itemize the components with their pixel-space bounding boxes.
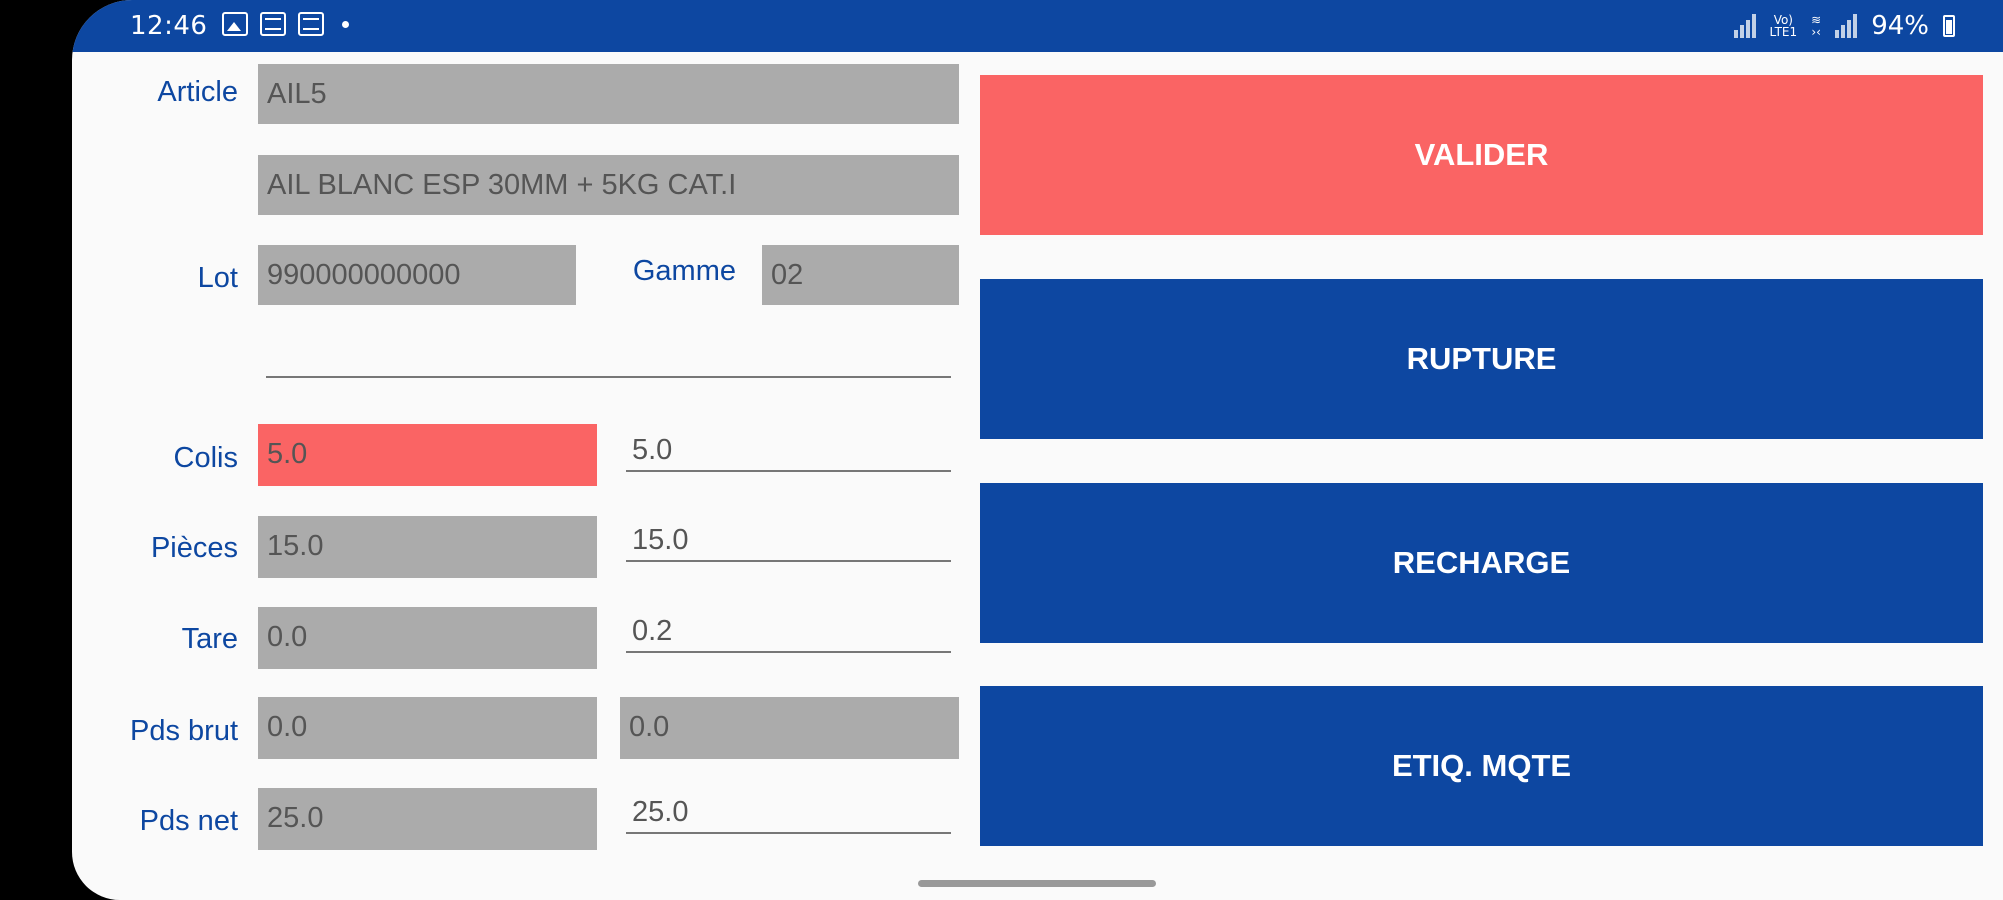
pds-net-field[interactable]: 25.0: [258, 788, 597, 850]
etiq-mqte-button[interactable]: ETIQ. MQTE: [980, 686, 1983, 846]
colis-field[interactable]: 5.0: [258, 424, 597, 486]
lot-label: Lot: [197, 262, 238, 294]
article-description-field[interactable]: AIL BLANC ESP 30MM + 5KG CAT.I: [258, 155, 959, 215]
pieces-label: Pièces: [150, 532, 238, 564]
pds-brut-label: Pds brut: [130, 715, 238, 747]
pds-net-label: Pds net: [139, 805, 238, 837]
divider: [266, 376, 951, 378]
pieces-entry-input[interactable]: 15.0: [626, 518, 951, 562]
pds-brut-entry-field[interactable]: 0.0: [620, 697, 959, 759]
message-icon: [298, 12, 324, 36]
more-notifications-dot-icon: [342, 20, 349, 28]
system-status: Vo) LTE1 ≋ ›‹ 94%: [1733, 11, 1955, 41]
pieces-field[interactable]: 15.0: [258, 516, 597, 578]
colis-entry-input[interactable]: 5.0: [626, 428, 951, 472]
lot-field[interactable]: 990000000000: [258, 245, 576, 305]
pds-net-entry-input[interactable]: 25.0: [626, 790, 951, 834]
app-window: 12:46 Vo) LTE1 ≋ ›‹ 94% Article AIL5 AIL B…: [72, 0, 2003, 900]
valider-button[interactable]: VALIDER: [980, 75, 1983, 235]
tare-field[interactable]: 0.0: [258, 607, 597, 669]
tare-entry-input[interactable]: 0.2: [626, 609, 951, 653]
volte-icon: Vo) LTE1: [1769, 13, 1798, 39]
battery-level: 94%: [1871, 11, 1929, 41]
status-time: 12:46: [130, 11, 208, 41]
rupture-button[interactable]: RUPTURE: [980, 279, 1983, 439]
recharge-button[interactable]: RECHARGE: [980, 483, 1983, 643]
battery-icon: [1943, 15, 1955, 37]
gamme-field[interactable]: 02: [762, 245, 959, 305]
signal-icon: [1733, 14, 1756, 38]
wifi-calling-icon: ≋ ›‹: [1811, 13, 1822, 39]
gallery-icon: [222, 12, 248, 36]
pds-brut-field[interactable]: 0.0: [258, 697, 597, 759]
colis-label: Colis: [173, 442, 238, 474]
message-icon: [260, 12, 286, 36]
gamme-label: Gamme: [632, 255, 736, 287]
tare-label: Tare: [181, 623, 238, 655]
signal-icon: [1835, 14, 1858, 38]
article-code-field[interactable]: AIL5: [258, 64, 959, 124]
home-gesture-bar[interactable]: [918, 880, 1156, 887]
notification-icons: [222, 12, 349, 36]
article-label: Article: [157, 76, 238, 108]
status-bar: 12:46 Vo) LTE1 ≋ ›‹ 94%: [72, 0, 2003, 52]
